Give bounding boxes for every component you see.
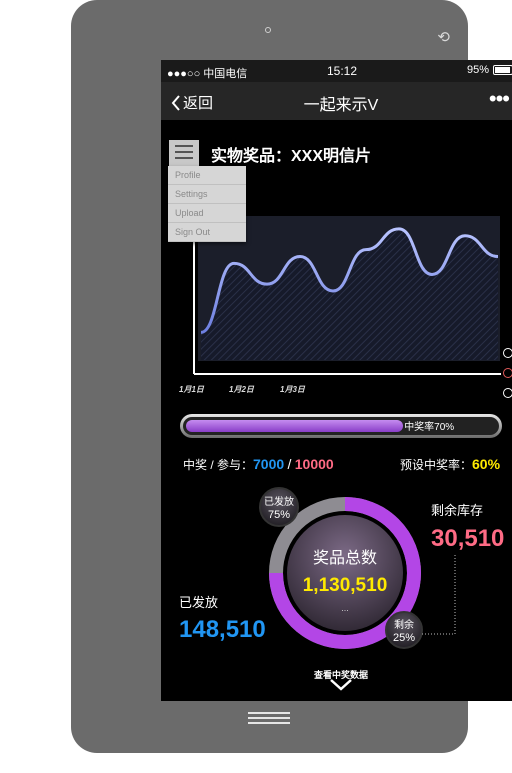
dropdown-menu: Profile Settings Upload Sign Out [168,166,246,242]
remain-badge-pct: 25% [393,632,415,644]
donut-center-value: 1,130,510 [303,575,388,596]
win-part-label: 中奖 / 参与： [183,458,254,472]
progress-track: 中奖率70% [183,417,499,435]
status-bar: ●●●○○ 中国电信 15:12 95% [161,60,512,82]
preset-rate-value: 60% [472,456,501,472]
remain-badge-label: 剩余 [394,618,414,631]
battery-icon [493,65,512,75]
remaining-label: 剩余库存 [431,503,484,518]
nav-bar: 返回 一起来示V ••• [161,82,512,120]
participants-value: 10000 [294,456,334,472]
issued-label: 已发放 [179,595,219,610]
donut-center-dots: ... [341,603,349,613]
remain-badge: 剩余 25% [385,611,423,649]
screen: ●●●○○ 中国电信 15:12 95% 返回 一起来示V ••• 实物奖品：X… [161,60,512,701]
menu-item-sign-out[interactable]: Sign Out [168,223,246,242]
series-line [200,227,499,334]
remaining-value: 30,510 [431,525,505,552]
win-rate-progress: 中奖率70% [180,414,502,438]
carrier-label: ●●●○○ 中国电信 [167,68,248,80]
view-win-data-link[interactable]: 查看中奖数据 [313,670,368,680]
issued-value: 148,510 [179,616,266,643]
back-button[interactable]: 返回 [171,92,213,113]
back-label: 返回 [183,95,214,112]
trend-chart [191,210,501,385]
battery-percent: 95% [466,64,489,76]
more-icon[interactable]: ••• [488,86,510,111]
page-indicator [503,348,512,408]
chart-svg [193,216,501,375]
x-tick-label: 1月3日 [280,385,305,394]
issued-badge-label: 已发放 [264,495,294,508]
page-dot[interactable] [503,348,512,358]
preset-rate: 预设中奖率：60% [400,456,500,473]
progress-label: 中奖率70% [404,422,455,433]
menu-item-upload[interactable]: Upload [168,204,246,223]
win-participation: 中奖 / 参与：7000 / 10000 [183,456,334,473]
page-dot-active[interactable] [503,368,512,378]
chevron-down-icon[interactable] [329,678,353,692]
page-title: 一起来示V [303,97,379,114]
hamburger-menu-button[interactable] [169,140,199,166]
clock: 15:12 [327,64,358,78]
preset-rate-label: 预设中奖率： [400,458,473,472]
wins-value: 7000 [253,456,285,472]
donut-center [287,515,403,631]
menu-item-settings[interactable]: Settings [168,185,246,204]
slash: / [287,456,292,472]
progress-fill [186,420,403,432]
x-tick-label: 1月2日 [229,385,254,394]
home-button-icon[interactable] [248,712,290,730]
menu-item-profile[interactable]: Profile [168,166,246,185]
x-tick-label: 1月1日 [179,385,204,394]
issued-badge: 已发放 75% [259,487,299,527]
rotate-icon[interactable]: ⟲ [437,29,450,46]
battery-status: 95% [467,64,512,76]
chevron-left-icon [171,94,180,111]
phone-frame: ⟲ ●●●○○ 中国电信 15:12 95% 返回 一起来示V ••• 实物奖品… [71,0,512,753]
menu-line [175,157,193,159]
camera-icon [265,27,271,33]
prize-title: 实物奖品：XXX明信片 [211,148,372,165]
menu-line [175,151,193,153]
menu-line [175,145,193,147]
donut-center-title: 奖品总数 [313,548,377,567]
page-dot[interactable] [503,388,512,398]
issued-badge-pct: 75% [268,509,290,521]
prize-donut: 奖品总数 1,130,510 ... 已发放 75% 剩余 25% [259,487,456,649]
series-area [201,228,498,360]
